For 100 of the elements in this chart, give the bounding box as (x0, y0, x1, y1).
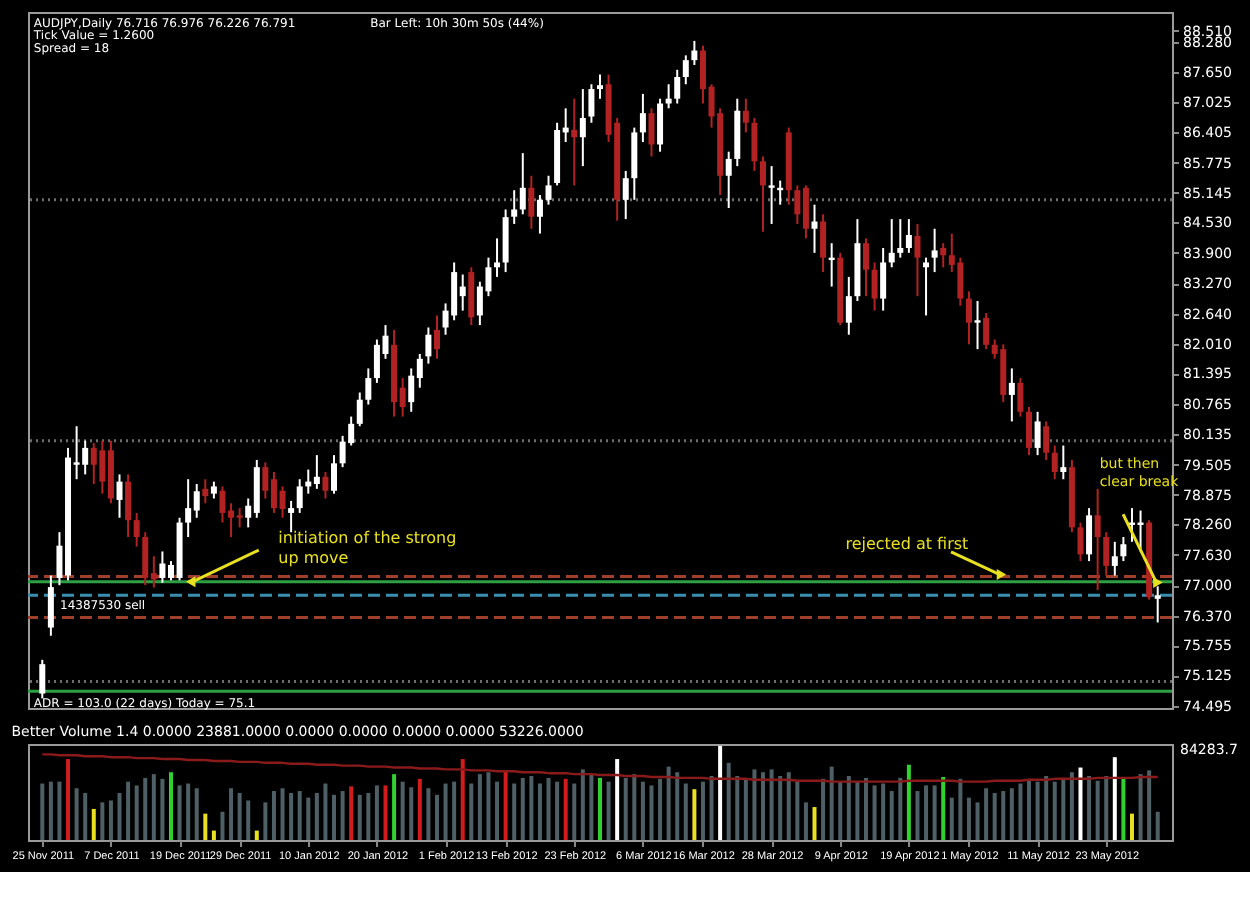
bar (1035, 781, 1040, 840)
bar (332, 794, 337, 840)
bar (829, 766, 834, 840)
bar (658, 778, 663, 840)
bar (306, 797, 311, 840)
bar (966, 797, 971, 840)
bar (434, 794, 439, 840)
bar (906, 764, 911, 840)
bar (374, 785, 379, 840)
candlestick (451, 261, 458, 322)
bar (615, 759, 620, 840)
bar (48, 781, 53, 840)
candlestick (957, 256, 964, 307)
bar (1155, 811, 1160, 840)
candlestick (1000, 343, 1007, 404)
candlestick (82, 439, 89, 476)
candlestick (682, 54, 689, 86)
candlestick (433, 314, 440, 360)
bar (57, 781, 62, 840)
candlestick (288, 499, 295, 534)
bar (1061, 777, 1066, 840)
bar (237, 792, 242, 840)
candlestick (597, 73, 603, 100)
bar (863, 777, 868, 840)
candlestick (133, 511, 140, 548)
bar (289, 792, 294, 840)
candlestick (1086, 507, 1093, 563)
candlestick (862, 237, 869, 298)
candlestick (468, 266, 475, 327)
candlestick (99, 439, 106, 495)
candlestick (545, 174, 552, 206)
bar (220, 811, 225, 840)
candlestick (1120, 536, 1127, 563)
candlestick (296, 478, 303, 514)
bar (1001, 791, 1006, 840)
bar (400, 781, 405, 840)
bar (340, 791, 345, 840)
candlestick (871, 261, 878, 312)
bar (984, 788, 989, 840)
bar (392, 774, 397, 840)
bar (752, 769, 757, 840)
candlestick (751, 116, 758, 172)
bar (314, 792, 319, 840)
bar (91, 808, 96, 840)
bar (649, 785, 654, 840)
candlestick (1008, 367, 1015, 423)
bar (692, 789, 697, 840)
bar (177, 785, 182, 840)
candlestick (459, 273, 466, 312)
candlestick (742, 97, 749, 134)
candlestick (802, 184, 809, 240)
bar (443, 783, 448, 840)
bar (769, 769, 774, 840)
candlestick (193, 483, 200, 519)
candlestick (940, 242, 947, 269)
bar (1069, 772, 1074, 840)
bar (666, 766, 671, 840)
bar (83, 792, 88, 840)
bar (572, 783, 577, 840)
candlestick (322, 470, 329, 500)
candlestick (365, 367, 372, 406)
bar (1129, 813, 1134, 840)
bar (486, 772, 491, 840)
bar (117, 792, 122, 840)
bar (700, 781, 705, 840)
candlestick (820, 213, 827, 274)
bar (74, 788, 79, 840)
candlestick (373, 338, 380, 384)
bar (812, 807, 817, 840)
bar (821, 778, 826, 840)
bar (932, 785, 937, 840)
bar (838, 781, 843, 840)
bar (761, 772, 766, 840)
candlestick (760, 155, 767, 233)
bar (1078, 767, 1083, 840)
bar (1052, 781, 1057, 840)
candlestick (159, 550, 166, 584)
candlestick (1017, 377, 1024, 418)
candlestick (1077, 521, 1084, 563)
bar (786, 772, 791, 840)
annotation: rejected at first (845, 534, 969, 553)
bar (100, 802, 105, 840)
bar (349, 786, 354, 840)
bar (1027, 778, 1032, 840)
bar (417, 778, 422, 840)
bar (941, 776, 946, 840)
bar (778, 776, 783, 840)
candlestick (219, 485, 226, 524)
candlestick (588, 83, 595, 124)
bar (640, 781, 645, 840)
bar (229, 788, 234, 840)
bar (1104, 776, 1109, 840)
candlestick (313, 454, 320, 490)
bar (889, 791, 894, 840)
candlestick (974, 300, 981, 351)
bar (477, 774, 482, 840)
candlestick (262, 461, 269, 500)
bar (1121, 778, 1126, 840)
candlestick (768, 165, 775, 225)
bar (855, 781, 860, 840)
